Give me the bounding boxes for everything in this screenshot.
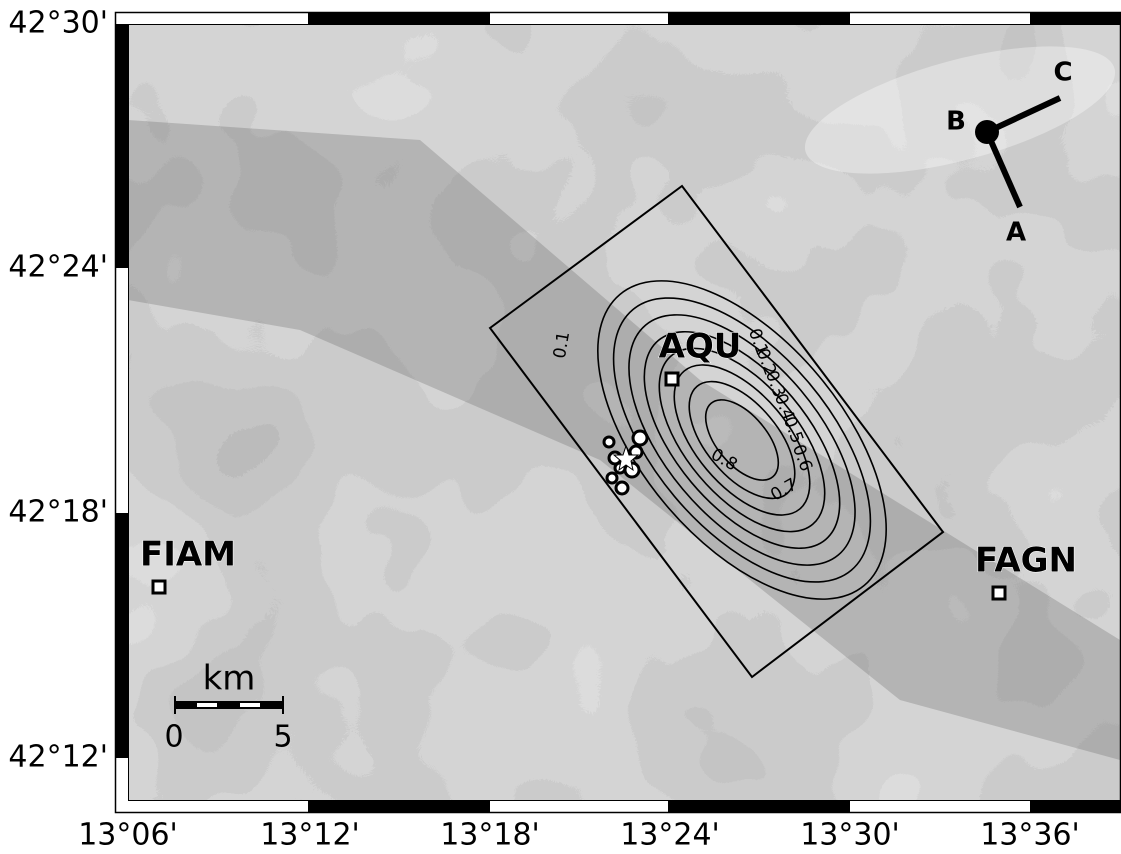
scale-tick: 5 bbox=[273, 720, 292, 755]
lat-label: 42°24' bbox=[8, 250, 108, 285]
scale-unit: km bbox=[203, 659, 256, 699]
station-marker bbox=[993, 587, 1005, 599]
lon-label: 13°18' bbox=[440, 818, 540, 853]
lon-label: 13°36' bbox=[980, 818, 1080, 853]
station-label: FIAM bbox=[140, 535, 236, 575]
lon-labels: 13°06' 13°12' 13°18' 13°24' 13°30' 13°36… bbox=[78, 818, 1080, 853]
lon-label: 13°24' bbox=[620, 818, 720, 853]
lon-label: 13°06' bbox=[78, 818, 178, 853]
scale-tick: 0 bbox=[164, 720, 183, 755]
lon-label: 13°12' bbox=[260, 818, 360, 853]
lat-label: 42°18' bbox=[8, 495, 108, 530]
axis-label: A bbox=[1006, 218, 1026, 248]
station-label: FAGN bbox=[975, 541, 1077, 581]
station-label: AQU bbox=[659, 327, 742, 367]
lon-label: 13°30' bbox=[800, 818, 900, 853]
lat-labels: 42°30' 42°24' 42°18' 42°12' bbox=[8, 6, 108, 775]
station-marker bbox=[153, 581, 165, 593]
axis-label: B bbox=[946, 107, 966, 137]
lat-label: 42°30' bbox=[8, 6, 108, 41]
station-marker bbox=[666, 373, 678, 385]
lat-label: 42°12' bbox=[8, 740, 108, 775]
map: 42°30' 42°24' 42°18' 42°12' 13°06' 13°12… bbox=[0, 0, 1121, 854]
axis-label: C bbox=[1053, 58, 1072, 88]
topography bbox=[128, 20, 1121, 800]
